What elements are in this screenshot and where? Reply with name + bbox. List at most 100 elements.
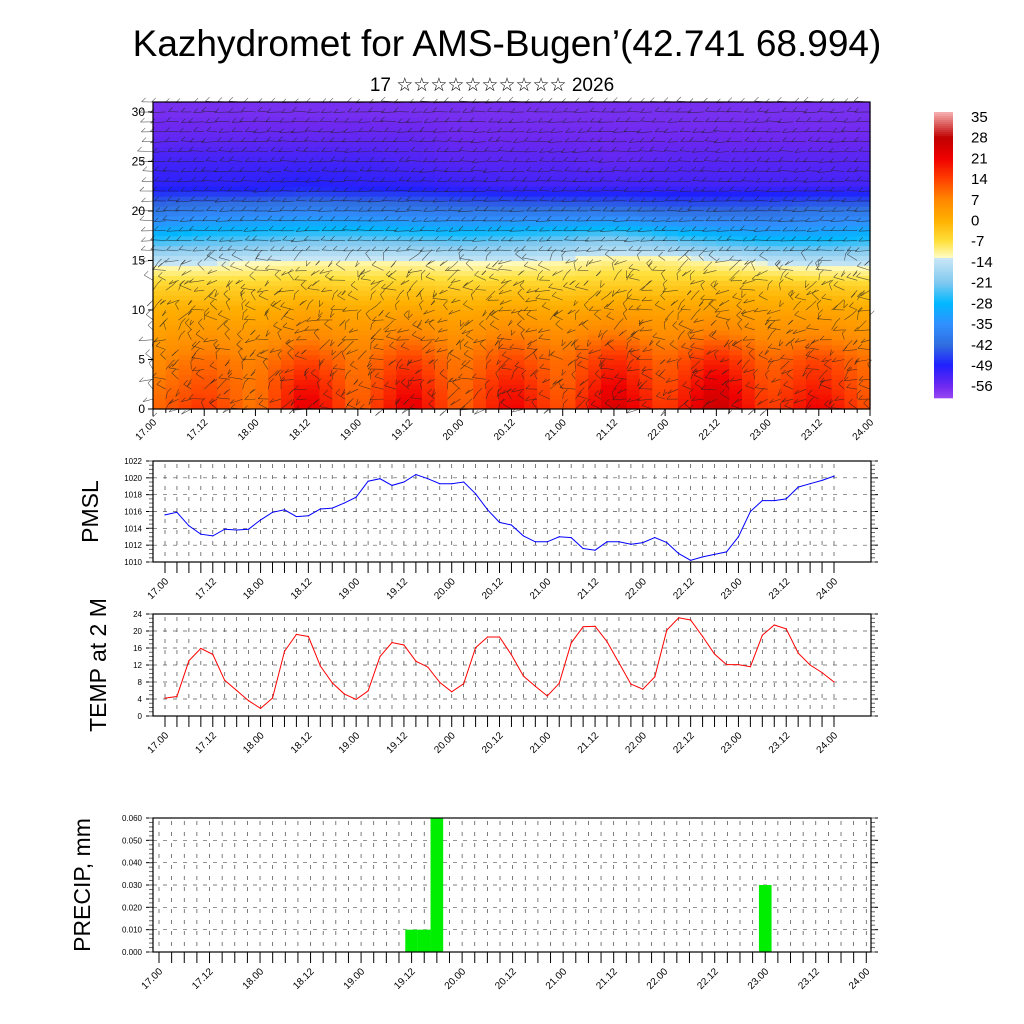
heatmap-cell <box>844 275 858 281</box>
wind-barb-feather <box>341 391 346 397</box>
heatmap-cell <box>293 295 308 301</box>
heatmap-cell <box>703 290 717 296</box>
heatmap-cell <box>716 206 730 212</box>
wind-barb-feather <box>420 336 425 341</box>
heatmap-cell <box>306 156 320 163</box>
heatmap-cell <box>447 126 461 133</box>
heatmap-cell <box>601 131 615 138</box>
heatmap-cell <box>524 404 538 410</box>
wind-barb-feather <box>214 292 219 298</box>
heatmap-cell <box>409 339 423 346</box>
heatmap-cell <box>447 265 461 271</box>
heatmap-cell <box>306 166 320 172</box>
heatmap-cell <box>268 210 282 217</box>
heatmap-cell <box>242 280 256 286</box>
heatmap-cell <box>562 305 577 311</box>
heatmap-cell <box>306 255 320 262</box>
wind-barb-feather <box>373 343 378 349</box>
wind-barb-feather <box>380 96 386 102</box>
heatmap-cell <box>229 260 244 267</box>
heatmap-cell <box>818 270 833 276</box>
heatmap-cell <box>165 235 180 242</box>
heatmap-cell <box>306 102 320 108</box>
heatmap-cell <box>165 215 180 222</box>
wind-barb <box>165 363 171 370</box>
heatmap-cell <box>204 339 218 346</box>
heatmap-cell <box>729 280 743 286</box>
heatmap-cell <box>818 369 833 375</box>
heatmap-cell <box>345 210 359 217</box>
heatmap-cell <box>690 339 705 346</box>
heatmap-cell <box>652 111 666 118</box>
heatmap-cell <box>626 171 641 177</box>
heatmap-cell <box>511 141 525 148</box>
wind-barb <box>283 315 294 321</box>
heatmap-cell <box>601 240 615 247</box>
heatmap-cell <box>396 215 410 222</box>
heatmap-cell <box>652 314 666 321</box>
heatmap-cell <box>588 171 602 177</box>
heatmap-cell <box>716 305 730 311</box>
wind-barb-feather <box>337 350 343 355</box>
heatmap-cell <box>767 394 781 400</box>
wind-barb-feather <box>348 328 354 333</box>
heatmap-cell <box>703 215 717 222</box>
heatmap-cell <box>716 107 730 113</box>
heatmap-cell <box>793 206 807 212</box>
heatmap-cell <box>575 300 589 306</box>
heatmap-cell <box>473 334 487 341</box>
heatmap-cell <box>690 151 705 158</box>
heatmap-cell <box>575 255 589 262</box>
wind-barb-feather <box>330 304 335 310</box>
heatmap-cell <box>383 280 397 286</box>
heatmap-cell <box>729 166 743 172</box>
wind-barb <box>370 324 372 330</box>
heatmap-cell <box>421 171 436 177</box>
wind-barb-feather <box>151 97 156 103</box>
heatmap-cell <box>613 102 628 108</box>
heatmap-cell <box>575 235 589 242</box>
wind-barb-feather <box>189 320 195 326</box>
heatmap-cell <box>652 141 666 148</box>
heatmap-cell <box>332 225 346 232</box>
heatmap-cell <box>588 235 602 242</box>
wind-barb-feather <box>209 399 215 404</box>
heatmap-cell <box>524 141 538 148</box>
heatmap-cell <box>857 131 871 138</box>
heatmap-cell <box>524 206 538 212</box>
wind-barb-feather <box>165 176 170 182</box>
heatmap-cell <box>754 319 769 326</box>
heatmap-cell <box>511 334 525 341</box>
heatmap-cell <box>729 265 743 271</box>
heatmap-cell <box>498 166 513 172</box>
wind-barb-feather <box>412 320 417 326</box>
heatmap-cell <box>844 260 858 267</box>
heatmap-cell <box>549 161 564 167</box>
heatmap-cell <box>204 399 218 405</box>
wind-barb <box>279 374 282 380</box>
heatmap-cell <box>742 215 756 222</box>
heatmap-cell <box>524 215 538 222</box>
heatmap-cell <box>498 265 513 271</box>
heatmap-cell <box>229 215 244 222</box>
heatmap-cell <box>460 111 474 118</box>
wind-barb <box>278 140 294 142</box>
wind-barb-feather <box>407 268 413 274</box>
heatmap-cell <box>153 359 167 366</box>
heatmap-cell <box>319 369 333 375</box>
heatmap-cell <box>191 116 205 123</box>
wind-barb-feather <box>329 275 334 281</box>
heatmap-cell <box>857 324 871 331</box>
heatmap-cell <box>306 161 320 167</box>
heatmap-cell <box>281 171 295 177</box>
wind-barb-feather <box>292 216 297 221</box>
heatmap-cell <box>409 225 423 232</box>
heatmap-cell <box>626 215 641 222</box>
heatmap-cell <box>639 156 653 163</box>
heatmap-cell <box>281 384 295 390</box>
heatmap-cell <box>370 235 385 242</box>
heatmap-cell <box>460 250 474 257</box>
heatmap-cell <box>511 404 525 410</box>
heatmap-cell <box>780 334 794 341</box>
wind-barb <box>282 239 294 241</box>
